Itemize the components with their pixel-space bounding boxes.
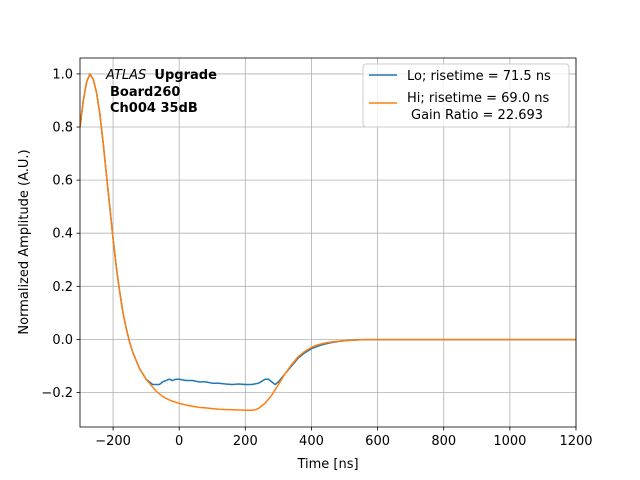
legend: Lo; risetime = 71.5 ns Hi; risetime = 69… — [362, 63, 570, 128]
x-tick-label: 200 — [233, 434, 258, 449]
annotation: ATLAS Upgrade Board260 Ch004 35dB — [105, 68, 217, 116]
x-tick-label: 1200 — [559, 434, 592, 449]
plot-frame — [79, 57, 577, 428]
annotation-atlas: ATLAS — [105, 68, 146, 83]
x-tick-label: 600 — [365, 434, 390, 449]
annotation-line-2: Board260 — [110, 85, 180, 100]
legend-label-hi-line-2: Gain Ratio = 22.693 — [411, 108, 543, 123]
annotation-upgrade: Upgrade — [154, 68, 217, 83]
y-tick-label: 0.6 — [52, 174, 73, 189]
y-axis-label: Normalized Amplitude (A.U.) — [17, 149, 32, 334]
legend-box — [362, 63, 570, 128]
ticks: −200 0 200 400 600 800 1000 1200 −0.2 0.0 0.2 0.4 0.… — [41, 67, 592, 449]
x-tick-label: 0 — [175, 434, 183, 449]
y-tick-label: 0.4 — [52, 227, 73, 242]
y-tick-label: 0.0 — [52, 333, 73, 348]
legend-label-lo: Lo; risetime = 71.5 ns — [407, 69, 551, 84]
annotation-line-1: ATLAS Upgrade — [105, 68, 217, 83]
x-tick-label: 400 — [299, 434, 324, 449]
x-axis-label: Time [ns] — [296, 457, 358, 472]
x-tick-label: 800 — [431, 434, 456, 449]
x-tick-label: −200 — [95, 434, 131, 449]
y-tick-label: 1.0 — [52, 67, 73, 82]
series-layer — [80, 73, 576, 412]
x-tick-label: 1000 — [493, 434, 526, 449]
y-tick-label: −0.2 — [41, 386, 73, 401]
series-hi-line — [80, 73, 576, 412]
y-tick-label: 0.8 — [52, 121, 73, 136]
annotation-line-3: Ch004 35dB — [110, 101, 198, 116]
legend-label-hi: Hi; risetime = 69.0 ns — [407, 91, 549, 106]
y-tick-label: 0.2 — [52, 280, 73, 295]
